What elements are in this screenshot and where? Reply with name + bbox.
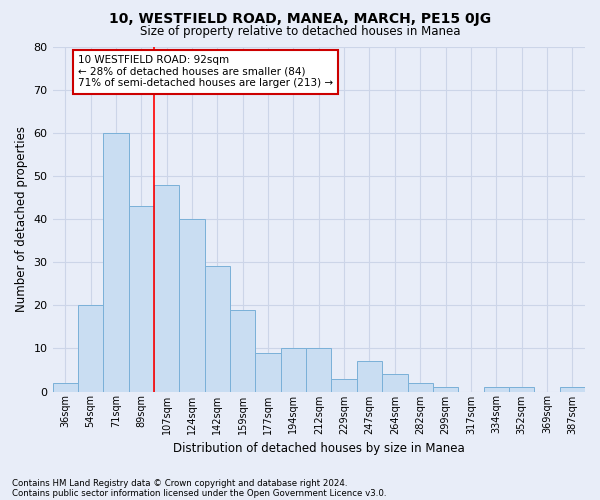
Y-axis label: Number of detached properties: Number of detached properties — [15, 126, 28, 312]
Bar — [281, 348, 306, 392]
Bar — [103, 133, 128, 392]
Bar — [407, 383, 433, 392]
Bar — [509, 387, 534, 392]
Text: 10 WESTFIELD ROAD: 92sqm
← 28% of detached houses are smaller (84)
71% of semi-d: 10 WESTFIELD ROAD: 92sqm ← 28% of detach… — [78, 55, 333, 88]
Bar — [78, 306, 103, 392]
Text: Contains public sector information licensed under the Open Government Licence v3: Contains public sector information licen… — [12, 488, 386, 498]
Bar — [484, 387, 509, 392]
Bar — [179, 219, 205, 392]
Bar — [306, 348, 331, 392]
Bar — [128, 206, 154, 392]
Text: Size of property relative to detached houses in Manea: Size of property relative to detached ho… — [140, 25, 460, 38]
Text: Contains HM Land Registry data © Crown copyright and database right 2024.: Contains HM Land Registry data © Crown c… — [12, 478, 347, 488]
Text: 10, WESTFIELD ROAD, MANEA, MARCH, PE15 0JG: 10, WESTFIELD ROAD, MANEA, MARCH, PE15 0… — [109, 12, 491, 26]
Bar — [154, 184, 179, 392]
Bar — [331, 378, 357, 392]
Bar — [53, 383, 78, 392]
Bar — [382, 374, 407, 392]
Bar — [230, 310, 256, 392]
Bar — [205, 266, 230, 392]
Bar — [357, 362, 382, 392]
Bar — [433, 387, 458, 392]
Bar — [256, 352, 281, 392]
X-axis label: Distribution of detached houses by size in Manea: Distribution of detached houses by size … — [173, 442, 464, 455]
Bar — [560, 387, 585, 392]
